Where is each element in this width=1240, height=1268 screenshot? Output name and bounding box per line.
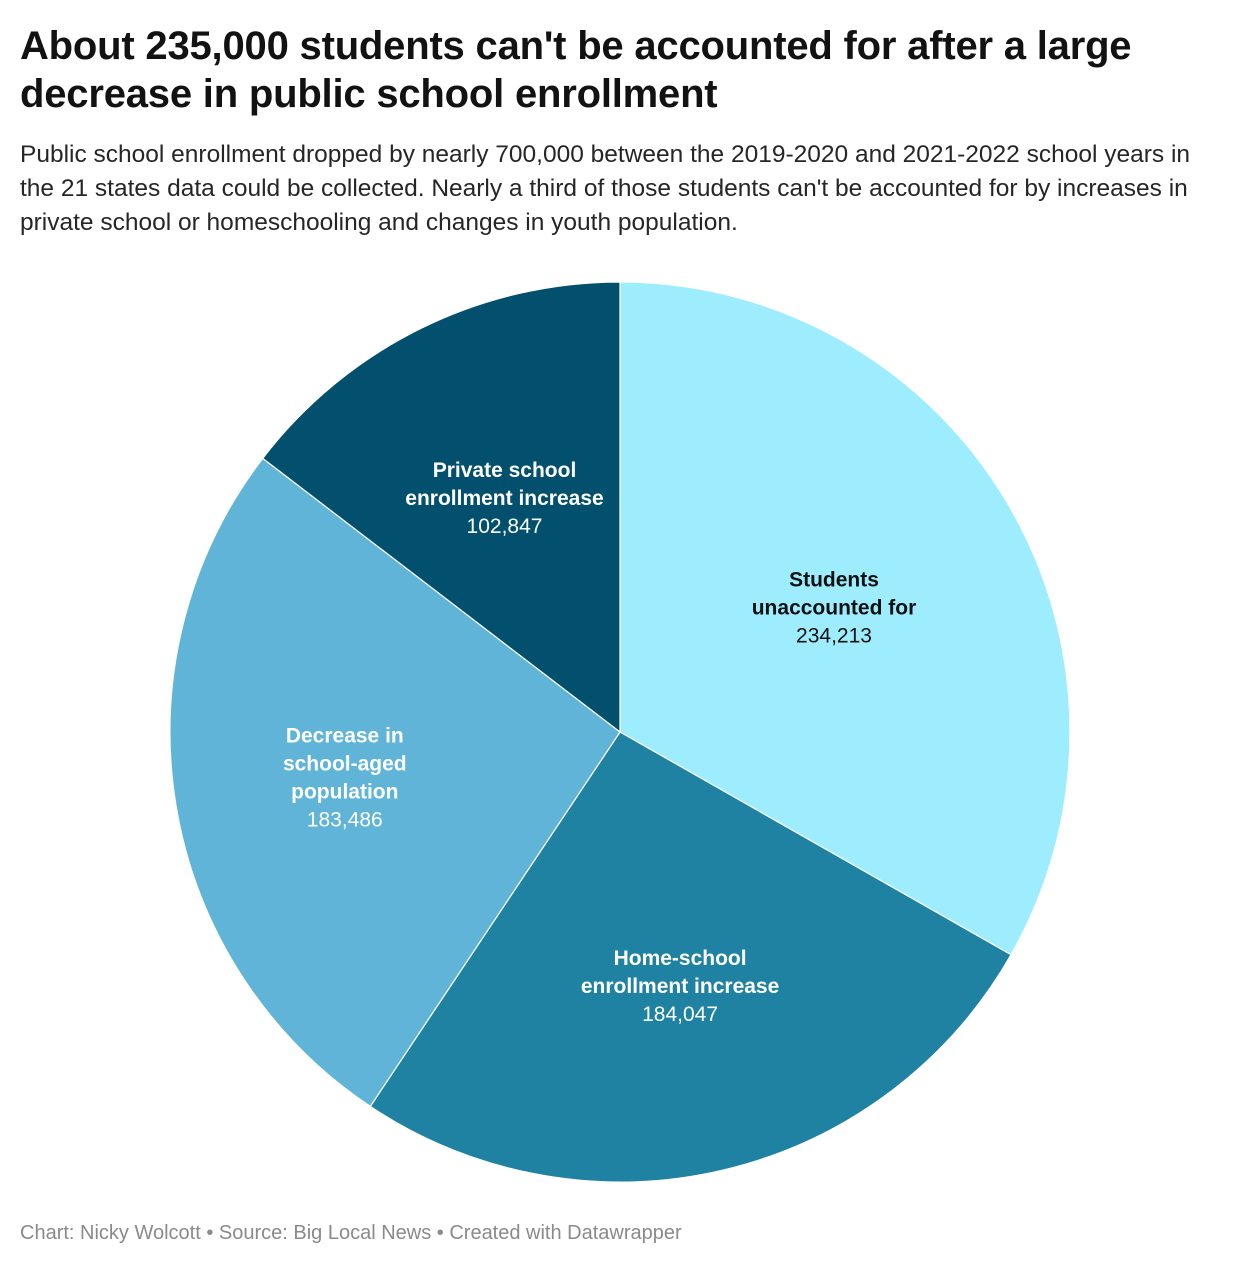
- chart-header: About 235,000 students can't be accounte…: [20, 22, 1220, 240]
- pie-slice-label-line: school-aged: [283, 753, 407, 776]
- pie-slice-label-line: enrollment increase: [405, 487, 603, 510]
- pie-slice-private-school-enrollment-increase: [261, 281, 621, 734]
- chart-title: About 235,000 students can't be accounte…: [20, 24, 1132, 116]
- pie-chart-svg: Students unaccounted for 234,213 Home-schoo…: [169, 281, 1071, 1183]
- pie-slice-value: 183,486: [307, 809, 383, 832]
- pie-slice-label-line: population: [291, 781, 398, 804]
- pie-slice-label-line: Home-school: [614, 947, 747, 970]
- pie-slice-decrease-in-school-aged-population: [169, 457, 621, 1108]
- chart-footer: Chart: Nicky Wolcott • Source: Big Local…: [20, 1222, 682, 1244]
- pie-slice-label: Decrease in school-aged population 183,486: [283, 725, 407, 832]
- pie-slice-label-line: unaccounted for: [752, 597, 917, 620]
- pie-slice-label: Home-school enrollment increase 184,047: [581, 947, 779, 1026]
- pie-slice-label-line: enrollment increase: [581, 975, 779, 998]
- pie-slice-label-line: Private school: [433, 459, 577, 482]
- pie-slice-label: Private school enrollment increase 102,847: [405, 459, 603, 538]
- pie-slice-home-school-enrollment-increase: [369, 731, 1012, 1183]
- pie-slice-value: 102,847: [467, 515, 543, 538]
- pie-slice-students-unaccounted-for: [619, 281, 1071, 956]
- pie-slice-label: Students unaccounted for 234,213: [752, 569, 917, 648]
- pie-slice-value: 234,213: [796, 625, 872, 648]
- chart-subtitle: Public school enrollment dropped by near…: [20, 141, 1191, 236]
- pie-slice-label-line: Students: [789, 569, 879, 592]
- pie-slice-value: 184,047: [642, 1003, 718, 1026]
- pie-slice-label-line: Decrease in: [286, 725, 404, 748]
- pie-chart: Students unaccounted for 234,213 Home-schoo…: [0, 250, 1240, 1200]
